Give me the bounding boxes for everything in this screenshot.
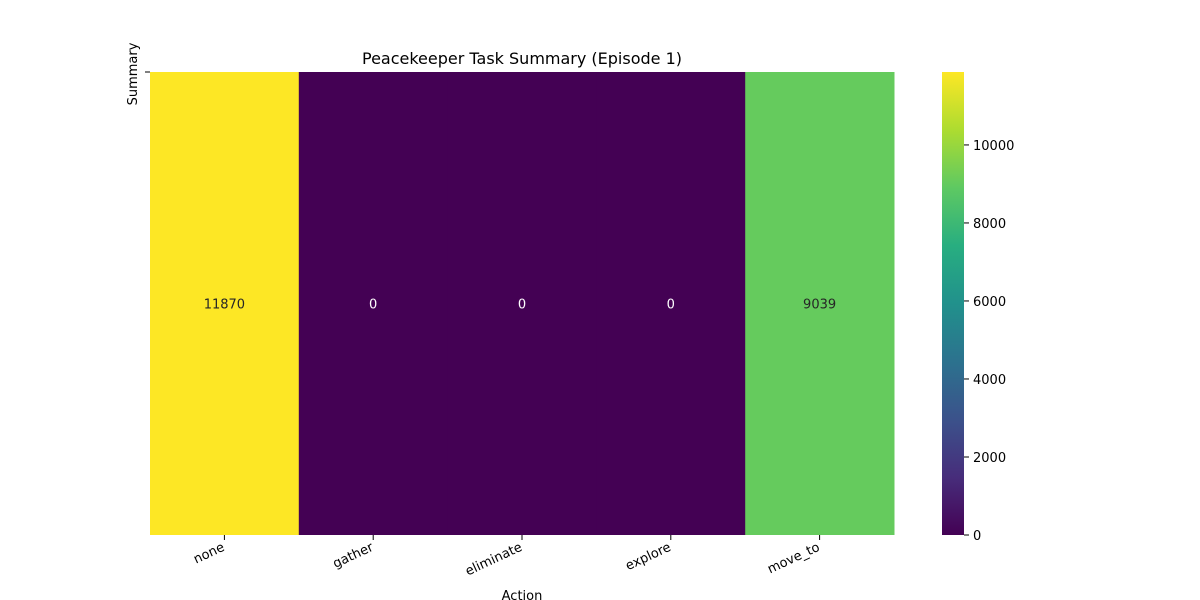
- heatmap-cells: 11870 0 0 0 9039: [150, 72, 895, 535]
- heatmap-cell-eliminate: [447, 72, 597, 535]
- heatmap-cell-none: [150, 72, 300, 535]
- colorbar-tick-label: 4000: [973, 373, 1006, 388]
- x-tick-label: move_to: [765, 540, 822, 577]
- colorbar-tick-label: 2000: [973, 451, 1006, 466]
- x-axis-label: Action: [502, 589, 543, 600]
- x-tick-label: eliminate: [463, 540, 524, 579]
- heatmap-cell-gather: [298, 72, 449, 535]
- x-tick-label: explore: [623, 540, 673, 574]
- colorbar-ticks: 0 2000 4000 6000 8000 10000: [964, 139, 1014, 544]
- cell-value-label: 0: [518, 298, 526, 313]
- cell-value-label: 9039: [803, 298, 836, 313]
- colorbar-tick-label: 0: [973, 529, 981, 544]
- x-axis-ticks: none gather eliminate explore move_to: [191, 535, 822, 579]
- x-tick-label: gather: [331, 540, 377, 572]
- cell-value-label: 0: [369, 298, 377, 313]
- x-tick-label: none: [191, 540, 227, 567]
- heatmap-cell-explore: [596, 72, 746, 535]
- heatmap-cell-move_to: [745, 72, 895, 535]
- colorbar-tick-label: 6000: [973, 295, 1006, 310]
- y-axis-label: Summary: [126, 42, 141, 105]
- colorbar-tick-label: 8000: [973, 217, 1006, 232]
- cell-value-label: 11870: [204, 298, 245, 313]
- colorbar-tick-label: 10000: [973, 139, 1014, 154]
- chart-title: Peacekeeper Task Summary (Episode 1): [362, 49, 682, 68]
- colorbar: [942, 72, 964, 535]
- cell-value-label: 0: [667, 298, 675, 313]
